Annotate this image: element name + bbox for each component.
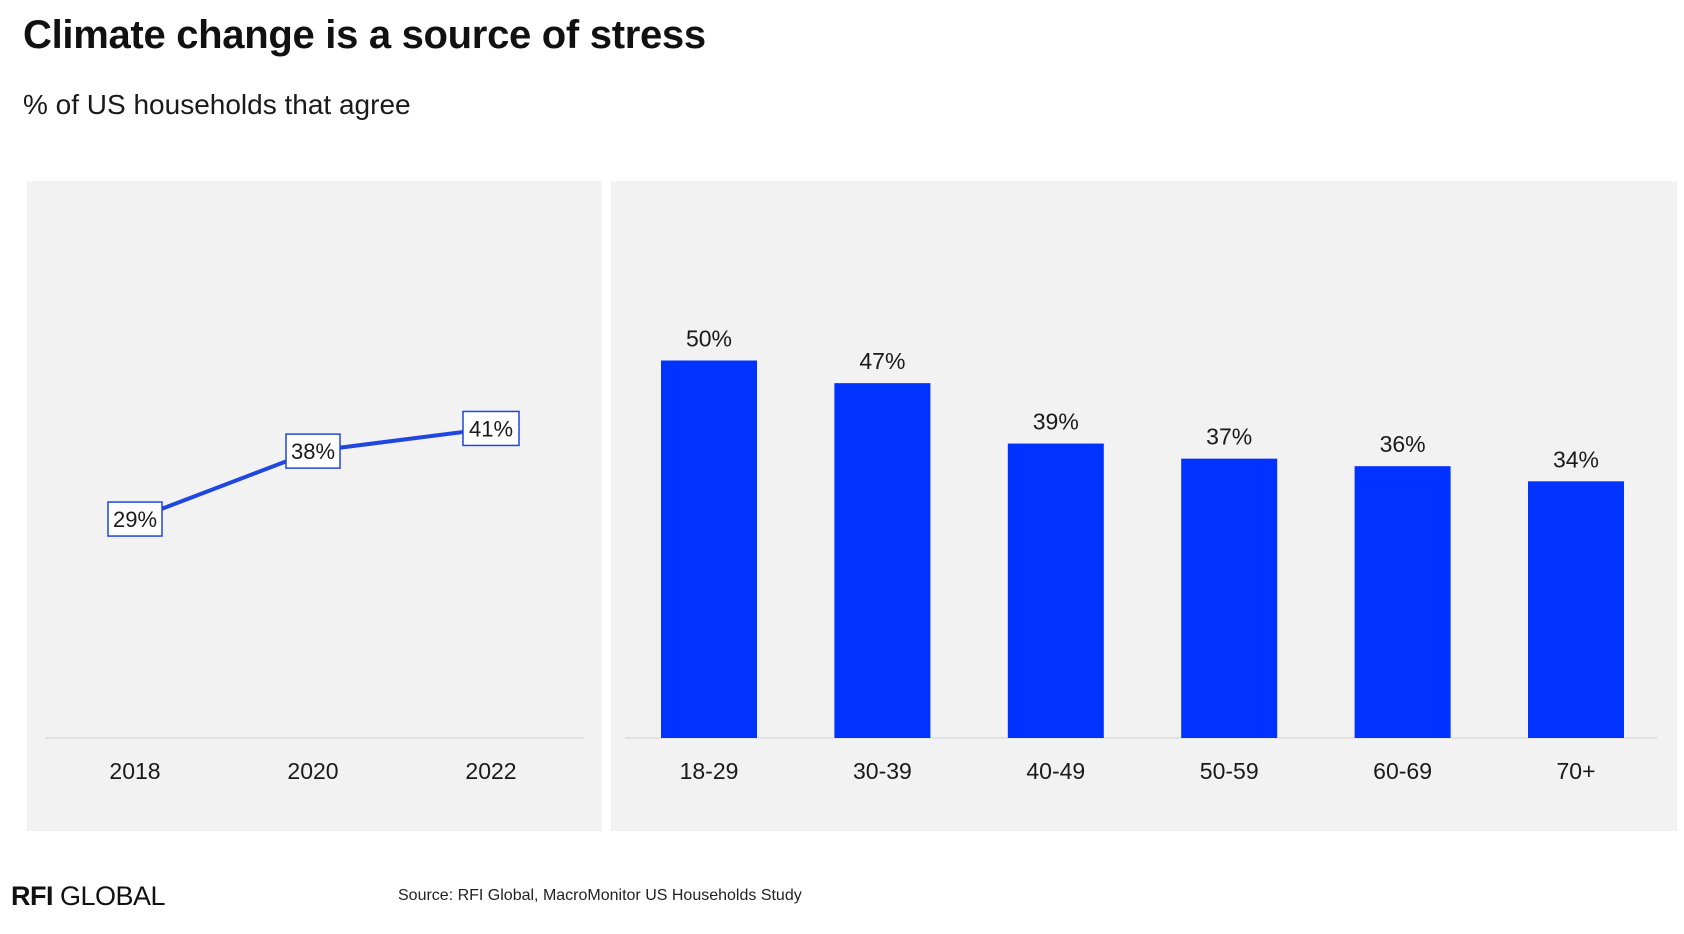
bar <box>834 383 931 738</box>
line-point-label-box <box>462 410 520 447</box>
logo-bold: RFI <box>11 881 54 911</box>
bar-x-tick-label: 70+ <box>1556 758 1595 784</box>
line-chart-panel: 29% 2018 38% 2020 41% 2022 <box>27 181 602 831</box>
rfi-global-logo: RFI GLOBAL <box>11 880 166 912</box>
bar-data-label: 36% <box>1380 431 1426 457</box>
bar <box>1007 443 1104 738</box>
line-x-tick-label: 2022 <box>465 758 516 784</box>
bar-chart-panel: 50% 18-29 47% 30-39 39% 40-49 37% 50-59 36% 60-69… <box>611 181 1677 831</box>
bar-x-tick-label: 40-49 <box>1026 758 1085 784</box>
line-point-label: 29% <box>113 507 157 532</box>
bar <box>1528 481 1624 738</box>
bar-data-label: 50% <box>686 326 732 352</box>
bar <box>661 360 757 738</box>
bar-x-tick-label: 60-69 <box>1373 758 1432 784</box>
bar-data-label: 39% <box>1033 409 1079 435</box>
line-point-label-box <box>285 433 341 469</box>
bar-x-tick-label: 30-39 <box>853 758 912 784</box>
bar <box>1354 466 1451 738</box>
bar-data-label: 37% <box>1206 424 1252 450</box>
line-point-label: 38% <box>291 439 335 464</box>
chart-title: Climate change is a source of stress <box>23 13 706 57</box>
line-x-tick-label: 2018 <box>109 758 160 784</box>
line-x-tick-label: 2020 <box>287 758 338 784</box>
bar-chart: 50% 18-29 47% 30-39 39% 40-49 37% 50-59 36% 60-69… <box>625 326 1657 784</box>
line-chart: 29% 2018 38% 2020 41% 2022 <box>45 410 584 784</box>
logo-rest: GLOBAL <box>53 881 166 911</box>
bar-x-tick-label: 18-29 <box>680 758 739 784</box>
bar <box>1181 458 1278 738</box>
chart-subtitle: % of US households that agree <box>23 89 411 120</box>
bar-x-tick-label: 50-59 <box>1200 758 1259 784</box>
line-point-label: 41% <box>469 416 513 441</box>
line-point-label-box <box>107 501 163 537</box>
source-note: Source: RFI Global, MacroMonitor US Hous… <box>398 887 802 904</box>
bar-data-label: 47% <box>859 348 905 374</box>
bar-data-label: 34% <box>1553 446 1599 472</box>
